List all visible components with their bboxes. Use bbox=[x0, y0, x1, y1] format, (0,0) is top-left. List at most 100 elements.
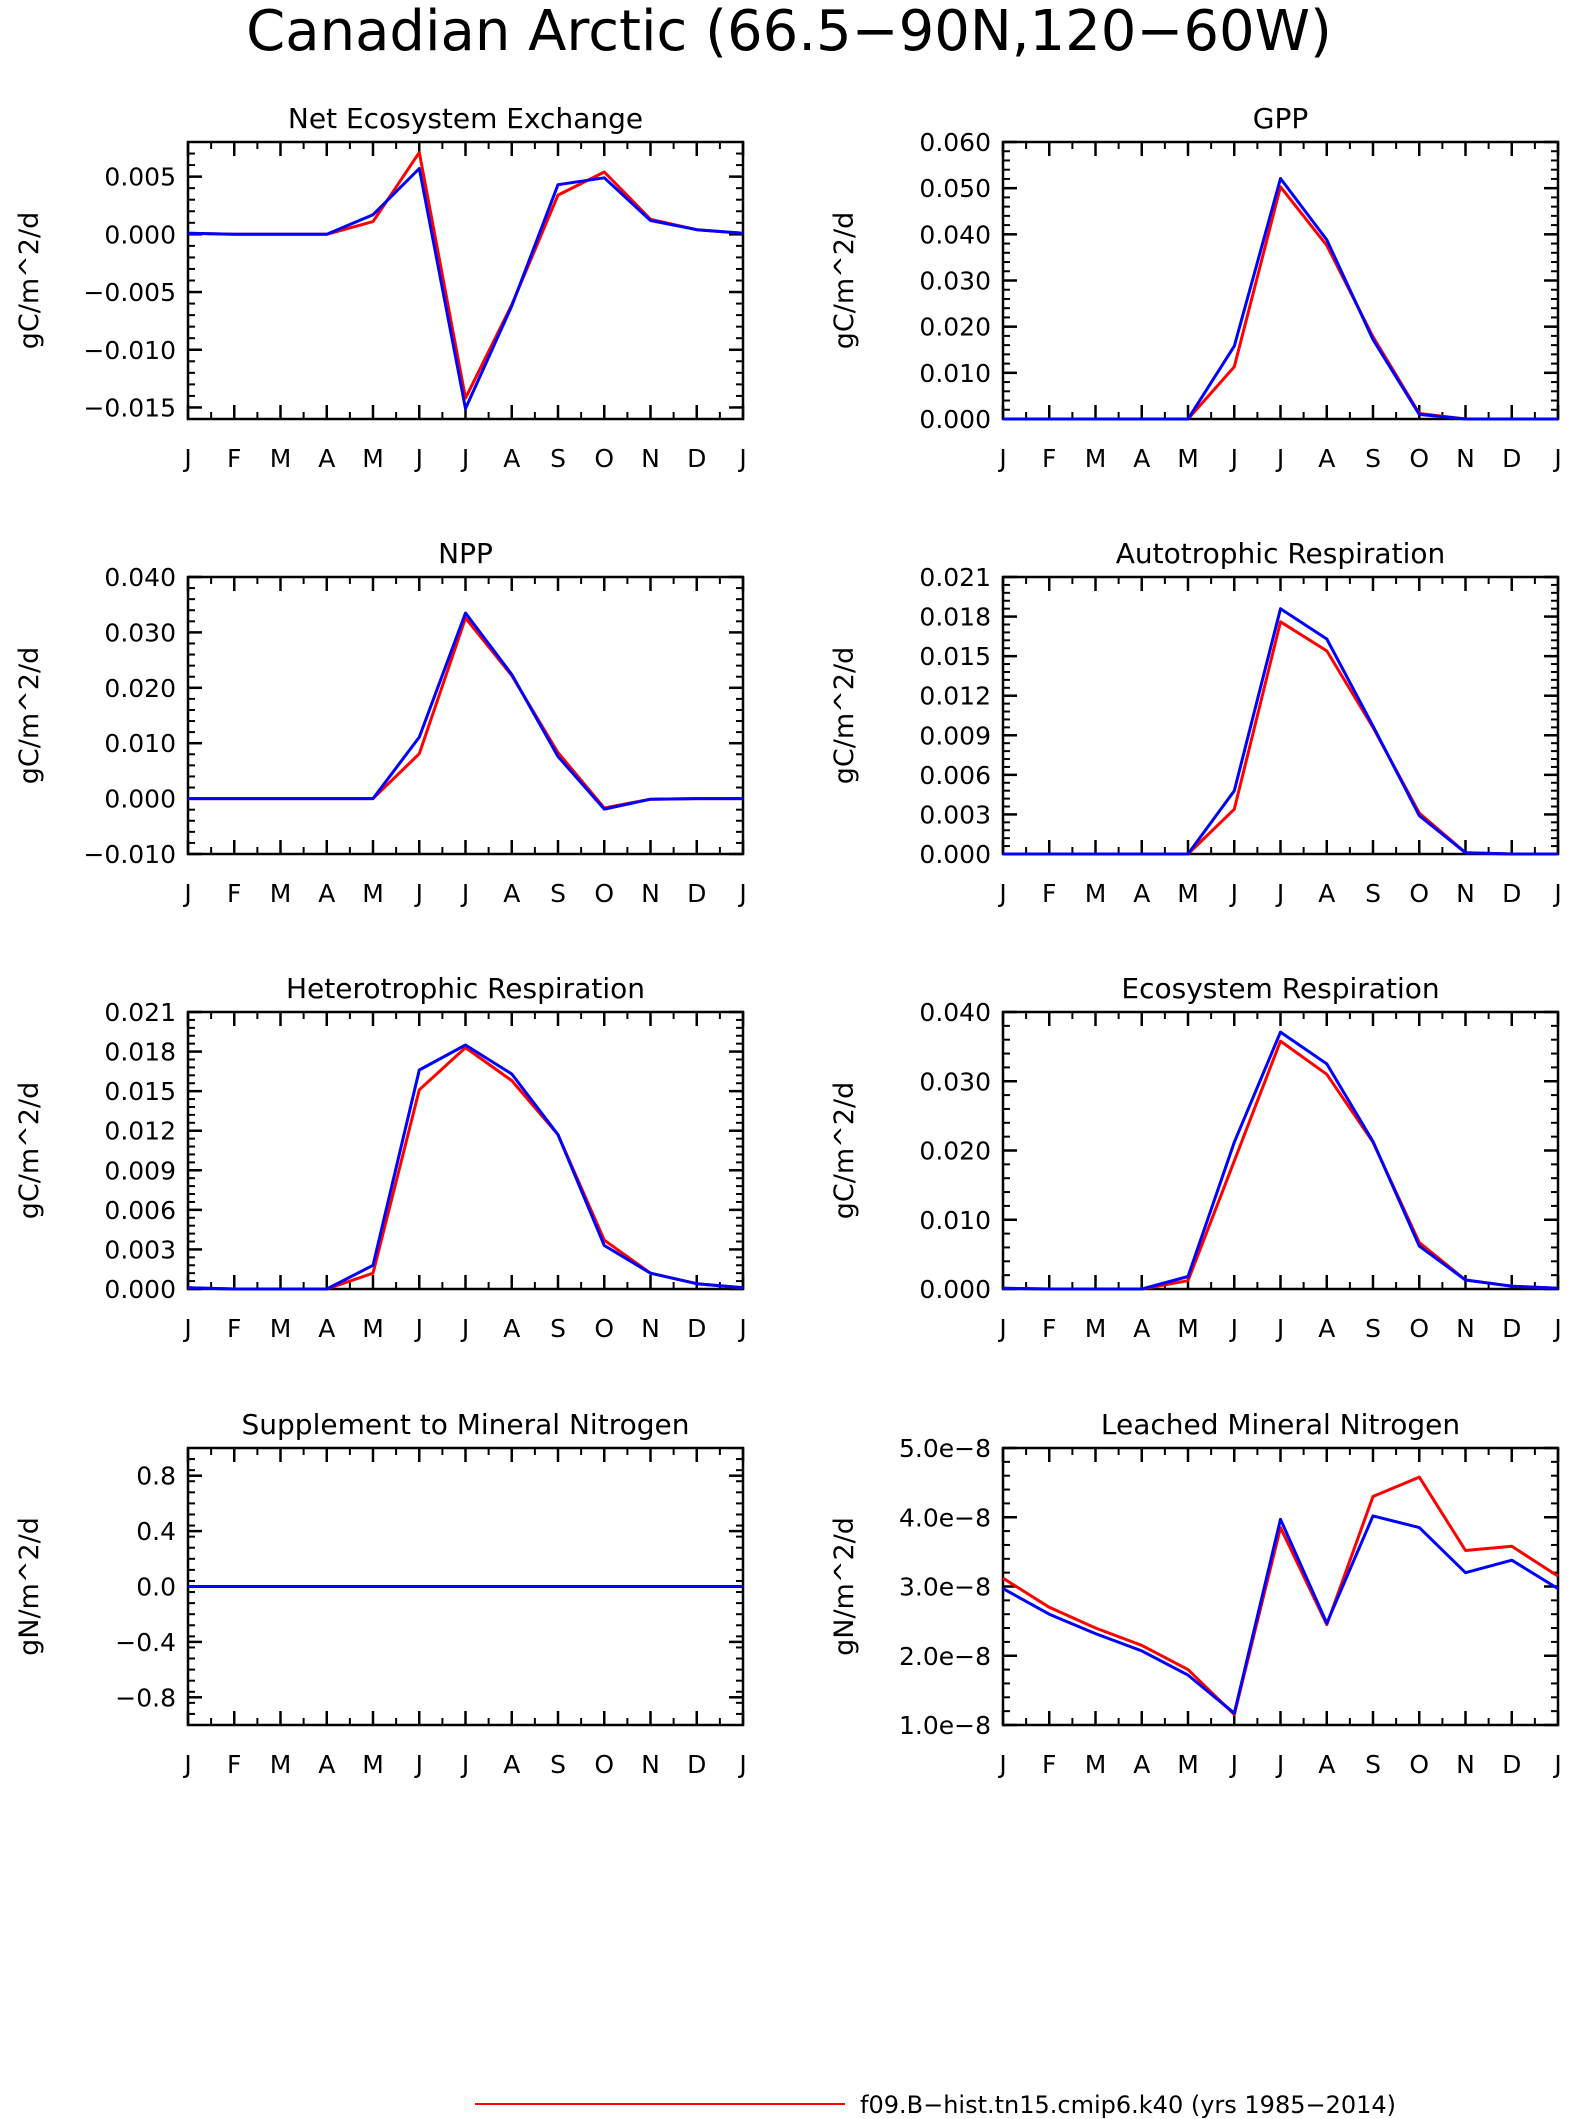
y-tick-label: 0.040 bbox=[919, 220, 991, 249]
y-tick-label: 0.021 bbox=[104, 998, 176, 1027]
legend-label: f09.B−hist.tn15.cmip6.k40 (yrs 1985−2014… bbox=[860, 2091, 1396, 2119]
x-tick-label: J bbox=[1275, 1314, 1284, 1343]
x-tick-label: J bbox=[1229, 444, 1238, 473]
y-tick-label: 0.0 bbox=[136, 1573, 176, 1602]
y-tick-label: 0.000 bbox=[104, 220, 176, 249]
y-tick-label: 0.060 bbox=[919, 128, 991, 157]
x-tick-label: M bbox=[1085, 879, 1107, 908]
x-tick-label: A bbox=[1133, 879, 1150, 908]
x-tick-label: A bbox=[503, 879, 520, 908]
series-line-blue bbox=[1003, 177, 1558, 421]
x-tick-label: S bbox=[1365, 444, 1381, 473]
series-line-red bbox=[1003, 185, 1558, 421]
x-tick-label: J bbox=[1229, 879, 1238, 908]
x-tick-label: J bbox=[460, 444, 469, 473]
x-tick-label: M bbox=[1177, 1750, 1199, 1779]
x-tick-label: J bbox=[737, 879, 746, 908]
plot-frame bbox=[1001, 1446, 1560, 1727]
x-tick-label: J bbox=[414, 1314, 423, 1343]
x-tick-label: A bbox=[503, 1750, 520, 1779]
x-tick-label: O bbox=[594, 444, 614, 473]
y-tick-label: −0.015 bbox=[83, 393, 176, 422]
y-tick-label: 1.0e−8 bbox=[899, 1711, 991, 1740]
y-tick-label: 0.012 bbox=[104, 1117, 176, 1146]
x-tick-label: J bbox=[182, 1314, 191, 1343]
y-tick-label: −0.010 bbox=[83, 840, 176, 869]
y-tick-label: −0.8 bbox=[115, 1683, 176, 1712]
y-axis-label: gC/m^2/d bbox=[829, 212, 860, 349]
panel-title: Supplement to Mineral Nitrogen bbox=[242, 1408, 690, 1441]
x-tick-label: M bbox=[270, 444, 292, 473]
y-tick-label: 0.030 bbox=[919, 267, 991, 296]
x-tick-label: S bbox=[1365, 879, 1381, 908]
y-tick-label: 0.021 bbox=[919, 563, 991, 592]
y-tick-label: −0.010 bbox=[83, 336, 176, 365]
x-tick-label: A bbox=[318, 879, 335, 908]
x-tick-label: J bbox=[1275, 444, 1284, 473]
x-tick-label: N bbox=[1456, 1314, 1475, 1343]
x-tick-label: M bbox=[362, 1314, 384, 1343]
x-tick-label: O bbox=[1409, 444, 1429, 473]
panel-title: GPP bbox=[1253, 102, 1308, 135]
x-tick-label: M bbox=[1085, 1314, 1107, 1343]
x-tick-label: O bbox=[594, 879, 614, 908]
x-tick-label: D bbox=[1502, 879, 1521, 908]
y-tick-label: 0.020 bbox=[919, 313, 991, 342]
x-tick-label: A bbox=[318, 1750, 335, 1779]
x-tick-label: J bbox=[182, 444, 191, 473]
x-tick-label: D bbox=[1502, 444, 1521, 473]
x-tick-label: A bbox=[1318, 444, 1335, 473]
series-line-red bbox=[1002, 1039, 1559, 1291]
y-tick-label: 3.0e−8 bbox=[899, 1573, 991, 1602]
series-line-red bbox=[1003, 620, 1558, 856]
x-tick-label: A bbox=[503, 444, 520, 473]
y-tick-label: 0.000 bbox=[104, 785, 176, 814]
x-tick-label: J bbox=[1552, 879, 1561, 908]
x-tick-label: M bbox=[362, 879, 384, 908]
y-tick-label: 0.012 bbox=[919, 682, 991, 711]
y-axis-label: gC/m^2/d bbox=[14, 647, 45, 784]
x-tick-label: J bbox=[1552, 444, 1561, 473]
series-line-blue bbox=[1002, 1514, 1559, 1715]
x-tick-label: J bbox=[1552, 1314, 1561, 1343]
y-tick-label: 0.010 bbox=[104, 729, 176, 758]
y-tick-label: 0.009 bbox=[919, 721, 991, 750]
x-tick-label: A bbox=[1318, 1750, 1335, 1779]
x-tick-label: F bbox=[1042, 444, 1056, 473]
series-line-blue bbox=[187, 1043, 744, 1291]
y-tick-label: 0.040 bbox=[104, 563, 176, 592]
x-tick-label: J bbox=[1229, 1750, 1238, 1779]
x-tick-label: O bbox=[1409, 1314, 1429, 1343]
y-tick-label: 0.4 bbox=[136, 1517, 176, 1546]
y-tick-label: 4.0e−8 bbox=[899, 1503, 991, 1532]
y-tick-label: 0.000 bbox=[104, 1275, 176, 1304]
plot-frame bbox=[1001, 1010, 1560, 1291]
y-tick-label: 0.006 bbox=[919, 761, 991, 790]
panel-title: NPP bbox=[438, 537, 493, 570]
x-tick-label: F bbox=[227, 879, 241, 908]
plot-frame bbox=[186, 1010, 745, 1291]
x-tick-label: J bbox=[1275, 879, 1284, 908]
x-tick-label: N bbox=[1456, 879, 1475, 908]
x-tick-label: J bbox=[737, 444, 746, 473]
y-axis-label: gN/m^2/d bbox=[14, 1517, 45, 1656]
x-tick-label: M bbox=[362, 1750, 384, 1779]
y-tick-label: 0.000 bbox=[919, 1275, 991, 1304]
x-tick-label: M bbox=[1085, 1750, 1107, 1779]
y-tick-label: 0.018 bbox=[104, 1038, 176, 1067]
x-tick-label: M bbox=[270, 879, 292, 908]
y-axis-label: gC/m^2/d bbox=[14, 212, 45, 349]
series-line-red bbox=[188, 616, 743, 810]
plot-frame bbox=[186, 140, 745, 421]
x-tick-label: A bbox=[318, 1314, 335, 1343]
x-tick-label: A bbox=[1133, 1314, 1150, 1343]
x-tick-label: D bbox=[687, 879, 706, 908]
panel-7: Supplement to Mineral Nitrogen gN/m^2/d J F… bbox=[14, 1408, 747, 1779]
legend: f09.B−hist.tn15.cmip6.k40 (yrs 1985−2014… bbox=[475, 2091, 1396, 2119]
